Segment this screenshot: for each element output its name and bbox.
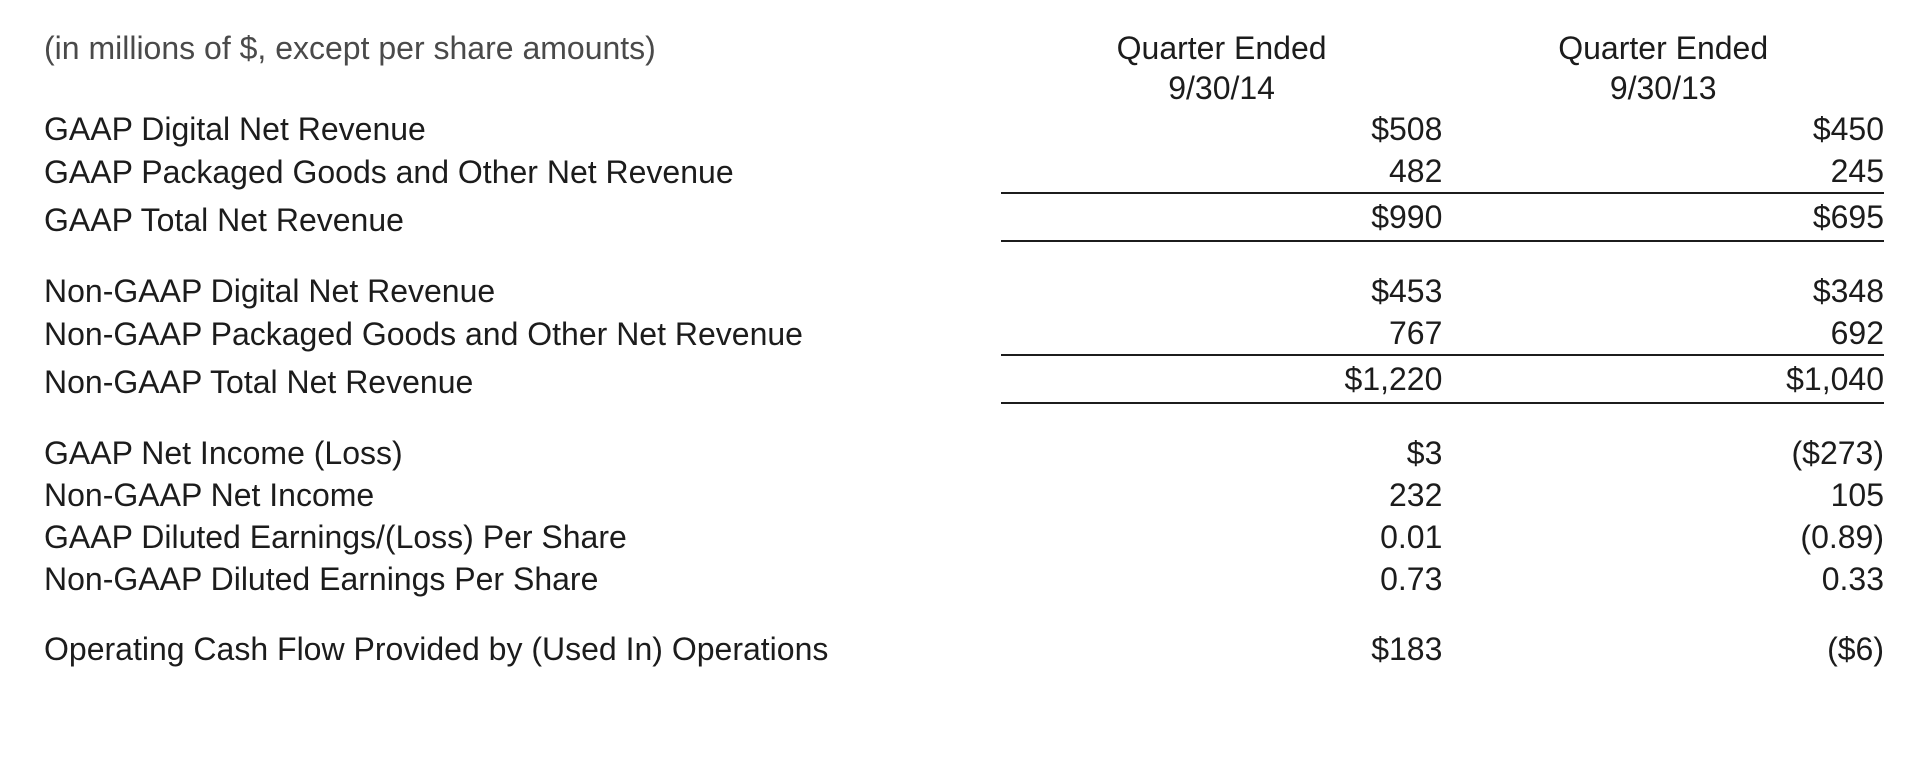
row-nongaap-total: Non-GAAP Total Net Revenue $1,220 $1,040 [44,355,1884,403]
spacer [44,241,1884,270]
col2-header-line2: 9/30/13 [1442,68,1884,108]
value-col2: $695 [1442,193,1884,241]
label: GAAP Digital Net Revenue [44,108,1001,150]
row-gaap-total: GAAP Total Net Revenue $990 $695 [44,193,1884,241]
col2-header-line1: Quarter Ended [1442,28,1884,68]
value-col1: $453 [1001,270,1443,312]
value-col1: $3 [1001,432,1443,474]
label: Non-GAAP Diluted Earnings Per Share [44,558,1001,600]
label: GAAP Total Net Revenue [44,193,1001,241]
value-col1: 232 [1001,474,1443,516]
value-col2: 692 [1442,312,1884,355]
value-col1: $990 [1001,193,1443,241]
row-nongaap-digital: Non-GAAP Digital Net Revenue $453 $348 [44,270,1884,312]
row-nongaap-packaged: Non-GAAP Packaged Goods and Other Net Re… [44,312,1884,355]
value-col2: (0.89) [1442,516,1884,558]
row-nongaap-diluted-eps: Non-GAAP Diluted Earnings Per Share 0.73… [44,558,1884,600]
value-col1: 0.73 [1001,558,1443,600]
financial-table-page: { "meta": { "note": "(in millions of $, … [0,0,1920,776]
row-gaap-net-income: GAAP Net Income (Loss) $3 ($273) [44,432,1884,474]
value-col1: $183 [1001,628,1443,670]
header-row-1: (in millions of $, except per share amou… [44,28,1884,68]
value-col2: 0.33 [1442,558,1884,600]
label: Operating Cash Flow Provided by (Used In… [44,628,1001,670]
value-col1: $1,220 [1001,355,1443,403]
col1-header-line1: Quarter Ended [1001,28,1443,68]
row-gaap-packaged: GAAP Packaged Goods and Other Net Revenu… [44,150,1884,193]
row-gaap-diluted-eps: GAAP Diluted Earnings/(Loss) Per Share 0… [44,516,1884,558]
financial-table: (in millions of $, except per share amou… [44,28,1884,670]
value-col2: 245 [1442,150,1884,193]
value-col2: $1,040 [1442,355,1884,403]
label: Non-GAAP Net Income [44,474,1001,516]
label: GAAP Diluted Earnings/(Loss) Per Share [44,516,1001,558]
value-col2: ($273) [1442,432,1884,474]
value-col2: 105 [1442,474,1884,516]
spacer [44,403,1884,432]
col1-header-line2: 9/30/14 [1001,68,1443,108]
label: GAAP Net Income (Loss) [44,432,1001,474]
label: GAAP Packaged Goods and Other Net Revenu… [44,150,1001,193]
value-col1: $508 [1001,108,1443,150]
label: Non-GAAP Digital Net Revenue [44,270,1001,312]
row-gaap-digital: GAAP Digital Net Revenue $508 $450 [44,108,1884,150]
table-note: (in millions of $, except per share amou… [44,28,1001,68]
value-col1: 482 [1001,150,1443,193]
label: Non-GAAP Packaged Goods and Other Net Re… [44,312,1001,355]
header-row-2: 9/30/14 9/30/13 [44,68,1884,108]
row-operating-cash-flow: Operating Cash Flow Provided by (Used In… [44,628,1884,670]
value-col1: 767 [1001,312,1443,355]
value-col1: 0.01 [1001,516,1443,558]
value-col2: $348 [1442,270,1884,312]
row-nongaap-net-income: Non-GAAP Net Income 232 105 [44,474,1884,516]
spacer [44,600,1884,628]
label: Non-GAAP Total Net Revenue [44,355,1001,403]
value-col2: $450 [1442,108,1884,150]
value-col2: ($6) [1442,628,1884,670]
